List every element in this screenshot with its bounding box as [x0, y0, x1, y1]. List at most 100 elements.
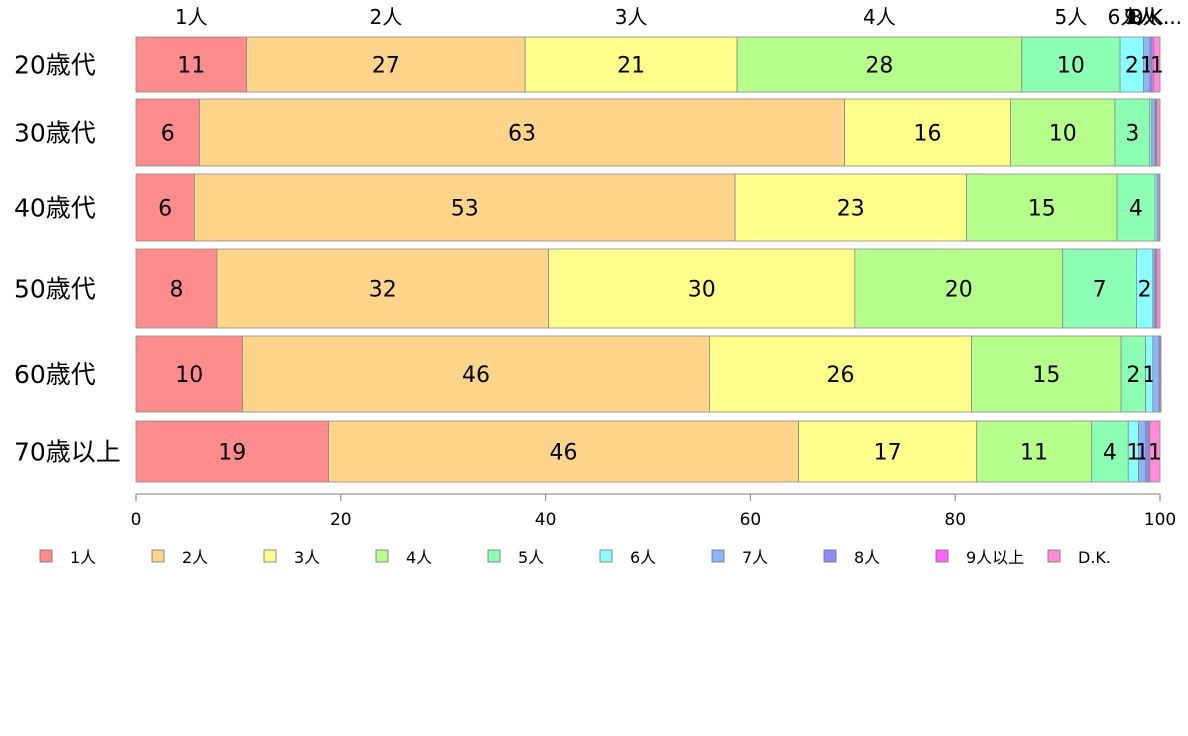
legend-label: 8人 [854, 548, 880, 567]
bar-segment [1158, 173, 1161, 242]
data-label: 32 [369, 278, 397, 303]
bar-segment [242, 335, 710, 413]
legend-label: 7人 [742, 548, 768, 567]
data-label: 11 [1020, 441, 1048, 466]
bar-segment [1021, 36, 1121, 93]
category-label: 30歳代 [14, 119, 96, 148]
data-label: 21 [617, 54, 645, 79]
legend-swatch [599, 549, 613, 563]
legend-label: 9人以上 [966, 548, 1024, 567]
bar-segment [734, 173, 967, 242]
bar-segment [135, 248, 218, 329]
series-top-label: 8人 [1130, 5, 1163, 29]
bar-segment [1156, 98, 1161, 167]
data-label: 17 [874, 441, 902, 466]
data-label: 6 [158, 197, 172, 222]
data-label: 6 [161, 122, 175, 147]
legend-label: 4人 [406, 548, 432, 567]
data-label: 20 [945, 278, 973, 303]
series-top-label: 9人... [1124, 5, 1176, 29]
bar-segment [1152, 335, 1160, 413]
bar-segment [1159, 335, 1162, 413]
bar-segment [246, 36, 526, 93]
bar-segment [1010, 98, 1116, 167]
data-label: 3 [1125, 122, 1139, 147]
data-label: 19 [218, 441, 246, 466]
x-tick-label: 40 [535, 510, 557, 530]
data-label: 7 [1093, 278, 1107, 303]
bar-segment [135, 335, 243, 413]
bar-segment [199, 98, 846, 167]
bar-segment [798, 420, 978, 483]
data-label: 26 [827, 363, 855, 388]
legend-swatch [487, 549, 501, 563]
legend-label: 5人 [518, 548, 544, 567]
data-label: 15 [1032, 363, 1060, 388]
x-tick-label: 60 [740, 510, 762, 530]
data-label: 46 [462, 363, 490, 388]
legend-label: 6人 [630, 548, 656, 567]
bar-segment [736, 36, 1023, 93]
legend-swatch [151, 549, 165, 563]
bar-segment [1156, 248, 1161, 329]
bar-segment [135, 173, 195, 242]
series-top-label: 3人 [615, 5, 648, 29]
bar-segment [709, 335, 972, 413]
bar-segment [193, 173, 736, 242]
bar-segment [1151, 98, 1156, 167]
bar-segment [1120, 335, 1147, 413]
bar-segment [1114, 98, 1151, 167]
data-label: 10 [1057, 54, 1085, 79]
data-label: 2 [1138, 278, 1152, 303]
data-label: 23 [837, 197, 865, 222]
legend-label: 3人 [294, 548, 320, 567]
data-label: 11 [177, 54, 205, 79]
category-label: 40歳代 [14, 194, 96, 223]
series-top-label: 2人 [369, 5, 402, 29]
data-label: 2 [1126, 363, 1140, 388]
legend-swatch [375, 549, 389, 563]
series-top-label: 7人 [1124, 5, 1157, 29]
data-label: 53 [451, 197, 479, 222]
legend-swatch [823, 549, 837, 563]
legend-swatch [263, 549, 277, 563]
bar-segment [135, 420, 329, 483]
x-tick-label: 80 [944, 510, 966, 530]
series-top-label: 4人 [863, 5, 896, 29]
bar-segment [844, 98, 1011, 167]
bar-segment [971, 335, 1122, 413]
data-label: 63 [508, 122, 536, 147]
series-top-label: 6人 [1108, 5, 1141, 29]
data-label: 10 [175, 363, 203, 388]
data-label: 2 [1125, 54, 1139, 79]
data-label: 4 [1129, 197, 1143, 222]
series-top-label: 5人 [1055, 5, 1088, 29]
data-label: 1 [1150, 54, 1164, 79]
data-label: 16 [914, 122, 942, 147]
bar-segment [854, 248, 1064, 329]
x-tick-label: 0 [131, 510, 142, 530]
x-tick-label: 20 [330, 510, 352, 530]
bar-segment [976, 420, 1092, 483]
bar-segment [1062, 248, 1137, 329]
legend-label: D.K. [1078, 548, 1111, 567]
bar-segment [966, 173, 1118, 242]
data-label: 1 [1126, 441, 1140, 466]
legend-swatch [39, 549, 53, 563]
data-label: 8 [169, 278, 183, 303]
data-label: 46 [550, 441, 578, 466]
legend-swatch [1047, 549, 1061, 563]
bar-segment [216, 248, 550, 329]
bar-segment [1149, 420, 1161, 483]
bar-segment [1090, 420, 1129, 483]
bar-segment [524, 36, 738, 93]
category-label: 70歳以上 [14, 438, 121, 467]
category-label: 50歳代 [14, 275, 96, 304]
legend-swatch [935, 549, 949, 563]
x-tick-label: 100 [1144, 510, 1176, 530]
bar-segment [548, 248, 856, 329]
legend-label: 1人 [70, 548, 96, 567]
data-label: 15 [1028, 197, 1056, 222]
bar-segment [135, 36, 247, 93]
